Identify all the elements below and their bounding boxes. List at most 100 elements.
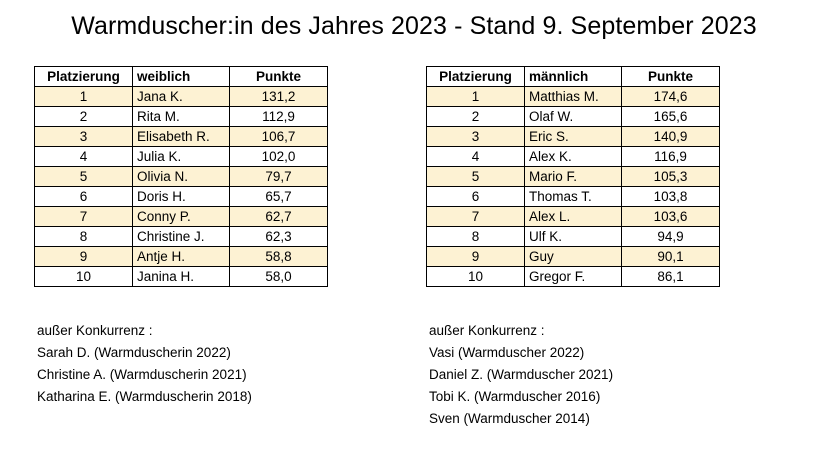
table-row: 4 Alex K. 116,9 — [426, 146, 720, 167]
name-cell: Antje H. — [132, 246, 230, 267]
outside-item: Tobi K. (Warmduscher 2016) — [429, 389, 601, 404]
points-cell: 106,7 — [229, 126, 328, 147]
rank-cell: 8 — [34, 226, 133, 247]
outside-item: Vasi (Warmduscher 2022) — [429, 345, 585, 360]
points-cell: 62,3 — [229, 226, 328, 247]
page-title: Warmduscher:in des Jahres 2023 - Stand 9… — [71, 12, 757, 40]
female-outside-competition: außer Konkurrenz : Sarah D. (Warmduscher… — [37, 320, 252, 408]
name-cell: Janina H. — [132, 266, 230, 287]
table-row: 8 Christine J. 62,3 — [34, 226, 328, 247]
table-row: 9 Antje H. 58,8 — [34, 246, 328, 267]
rank-cell: 3 — [426, 126, 525, 147]
table-row: 2 Olaf W. 165,6 — [426, 106, 720, 127]
outside-item: Daniel Z. (Warmduscher 2021) — [429, 367, 614, 382]
male-outside-competition: außer Konkurrenz : Vasi (Warmduscher 202… — [429, 320, 613, 430]
rank-cell: 7 — [34, 206, 133, 227]
rank-cell: 10 — [34, 266, 133, 287]
table-row: 6 Thomas T. 103,8 — [426, 186, 720, 207]
points-cell: 62,7 — [229, 206, 328, 227]
points-cell: 116,9 — [621, 146, 720, 167]
points-cell: 112,9 — [229, 106, 328, 127]
name-cell: Julia K. — [132, 146, 230, 167]
points-cell: 90,1 — [621, 246, 720, 267]
name-cell: Matthias M. — [524, 86, 622, 107]
rank-cell: 6 — [426, 186, 525, 207]
points-cell: 65,7 — [229, 186, 328, 207]
points-cell: 58,0 — [229, 266, 328, 287]
female-ranking-table: Platzierung weiblich Punkte 1 Jana K. 131,… — [34, 66, 328, 287]
points-cell: 174,6 — [621, 86, 720, 107]
rank-cell: 1 — [426, 86, 525, 107]
table-row: 1 Jana K. 131,2 — [34, 86, 328, 107]
name-cell: Christine J. — [132, 226, 230, 247]
header-rank: Platzierung — [426, 66, 525, 87]
table-row: 7 Conny P. 62,7 — [34, 206, 328, 227]
outside-item: Sven (Warmduscher 2014) — [429, 411, 590, 426]
outside-item: Katharina E. (Warmduscherin 2018) — [37, 389, 252, 404]
table-row: 8 Ulf K. 94,9 — [426, 226, 720, 247]
table-row: 9 Guy 90,1 — [426, 246, 720, 267]
points-cell: 86,1 — [621, 266, 720, 287]
table-row: 5 Olivia N. 79,7 — [34, 166, 328, 187]
points-cell: 103,8 — [621, 186, 720, 207]
table-row: 3 Elisabeth R. 106,7 — [34, 126, 328, 147]
table-header-row: Platzierung männlich Punkte — [426, 66, 720, 87]
header-points: Punkte — [621, 66, 720, 87]
outside-heading: außer Konkurrenz : — [429, 323, 545, 338]
points-cell: 131,2 — [229, 86, 328, 107]
table-row: 10 Gregor F. 86,1 — [426, 266, 720, 287]
table-row: 6 Doris H. 65,7 — [34, 186, 328, 207]
header-rank: Platzierung — [34, 66, 133, 87]
name-cell: Rita M. — [132, 106, 230, 127]
name-cell: Olivia N. — [132, 166, 230, 187]
name-cell: Alex L. — [524, 206, 622, 227]
table-header-row: Platzierung weiblich Punkte — [34, 66, 328, 87]
table-row: 7 Alex L. 103,6 — [426, 206, 720, 227]
rank-cell: 2 — [426, 106, 525, 127]
name-cell: Gregor F. — [524, 266, 622, 287]
name-cell: Alex K. — [524, 146, 622, 167]
name-cell: Conny P. — [132, 206, 230, 227]
table-row: 5 Mario F. 105,3 — [426, 166, 720, 187]
male-ranking-table: Platzierung männlich Punkte 1 Matthias M.… — [426, 66, 720, 287]
outside-item: Christine A. (Warmduscherin 2021) — [37, 367, 247, 382]
header-name: weiblich — [132, 66, 230, 87]
points-cell: 165,6 — [621, 106, 720, 127]
rank-cell: 4 — [34, 146, 133, 167]
name-cell: Elisabeth R. — [132, 126, 230, 147]
table-row: 2 Rita M. 112,9 — [34, 106, 328, 127]
name-cell: Mario F. — [524, 166, 622, 187]
name-cell: Doris H. — [132, 186, 230, 207]
name-cell: Thomas T. — [524, 186, 622, 207]
rank-cell: 10 — [426, 266, 525, 287]
name-cell: Ulf K. — [524, 226, 622, 247]
rank-cell: 8 — [426, 226, 525, 247]
table-row: 3 Eric S. 140,9 — [426, 126, 720, 147]
table-row: 4 Julia K. 102,0 — [34, 146, 328, 167]
rank-cell: 7 — [426, 206, 525, 227]
rank-cell: 9 — [426, 246, 525, 267]
rank-cell: 3 — [34, 126, 133, 147]
name-cell: Guy — [524, 246, 622, 267]
header-points: Punkte — [229, 66, 328, 87]
points-cell: 103,6 — [621, 206, 720, 227]
name-cell: Olaf W. — [524, 106, 622, 127]
rank-cell: 6 — [34, 186, 133, 207]
outside-heading: außer Konkurrenz : — [37, 323, 153, 338]
name-cell: Eric S. — [524, 126, 622, 147]
points-cell: 58,8 — [229, 246, 328, 267]
table-row: 10 Janina H. 58,0 — [34, 266, 328, 287]
rank-cell: 1 — [34, 86, 133, 107]
table-row: 1 Matthias M. 174,6 — [426, 86, 720, 107]
points-cell: 140,9 — [621, 126, 720, 147]
points-cell: 105,3 — [621, 166, 720, 187]
points-cell: 102,0 — [229, 146, 328, 167]
rank-cell: 5 — [34, 166, 133, 187]
name-cell: Jana K. — [132, 86, 230, 107]
rank-cell: 4 — [426, 146, 525, 167]
rank-cell: 5 — [426, 166, 525, 187]
header-name: männlich — [524, 66, 622, 87]
outside-item: Sarah D. (Warmduscherin 2022) — [37, 345, 231, 360]
points-cell: 79,7 — [229, 166, 328, 187]
rank-cell: 9 — [34, 246, 133, 267]
